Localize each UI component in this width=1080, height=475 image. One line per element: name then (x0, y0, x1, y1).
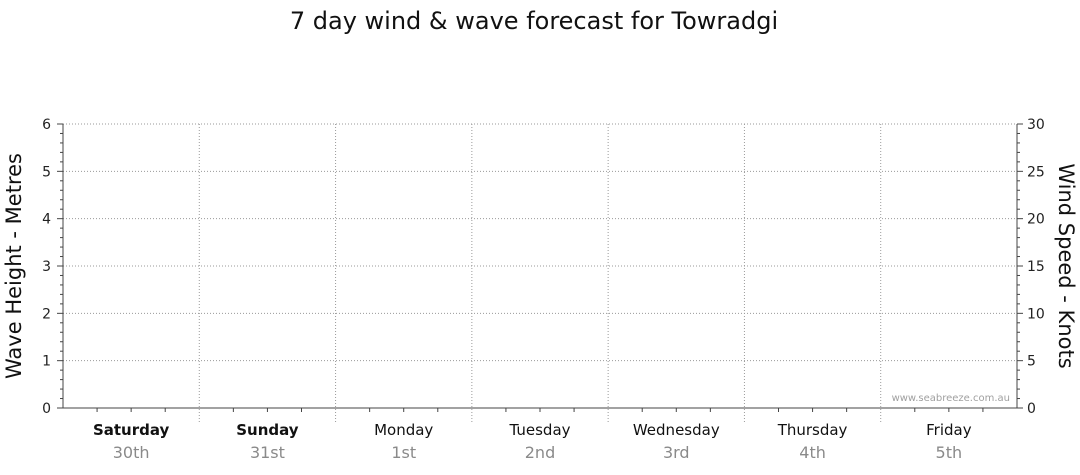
day-name-label: Tuesday (508, 421, 570, 439)
day-labels: Saturday 30th Sunday 31st Monday 1st Tuesday 2n… (93, 421, 972, 462)
right-tick-label: 5 (1027, 354, 1036, 370)
day-name-label: Thursday (777, 421, 848, 439)
left-tick-label: 0 (42, 401, 51, 417)
day-name-label: Monday (374, 421, 433, 439)
right-tick-label: 10 (1027, 306, 1045, 322)
day-date-label: 2nd (525, 443, 555, 462)
left-tick-label: 4 (42, 212, 51, 228)
right-tick-label: 15 (1027, 259, 1045, 275)
left-tick-label: 2 (42, 306, 51, 322)
day-date-label: 3rd (663, 443, 690, 462)
right-tick-label: 0 (1027, 401, 1036, 417)
day-name-label: Friday (926, 421, 972, 439)
tick-labels: 0 1 2 3 4 5 6 0 5 10 15 20 25 30 (42, 117, 1045, 417)
chart-title: 7 day wind & wave forecast for Towradgi (290, 7, 778, 35)
day-date-label: 5th (936, 443, 963, 462)
day-date-label: 31st (250, 443, 285, 462)
axes (57, 123, 1023, 412)
day-name-label: Saturday (93, 421, 170, 439)
day-name-label: Wednesday (633, 421, 720, 439)
grid (63, 123, 1017, 424)
right-tick-label: 20 (1027, 212, 1045, 228)
left-tick-label: 1 (42, 354, 51, 370)
watermark: www.seabreeze.com.au (892, 393, 1010, 404)
day-name-label: Sunday (236, 421, 299, 439)
left-axis-label: Wave Height - Metres (2, 153, 26, 379)
right-tick-label: 30 (1027, 117, 1045, 133)
right-tick-label: 25 (1027, 164, 1045, 180)
day-date-label: 4th (799, 443, 826, 462)
right-axis-label: Wind Speed - Knots (1054, 163, 1078, 368)
day-date-label: 30th (113, 443, 150, 462)
left-tick-label: 6 (42, 117, 51, 133)
day-date-label: 1st (391, 443, 416, 462)
left-tick-label: 3 (42, 259, 51, 275)
left-tick-label: 5 (42, 164, 51, 180)
